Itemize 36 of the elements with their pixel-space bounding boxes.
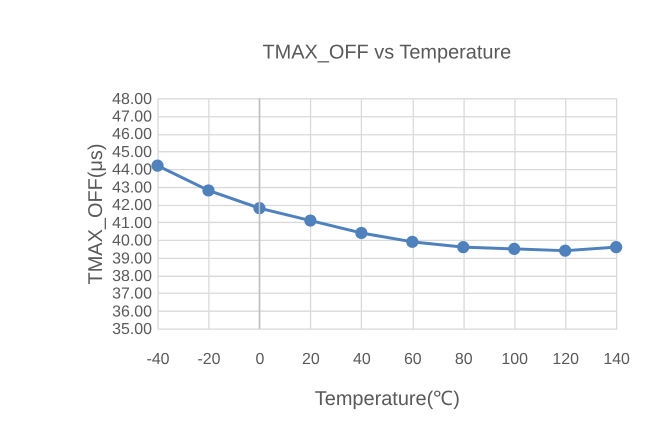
y-tick-label: 44.00 bbox=[112, 162, 152, 179]
y-tick-label: 41.00 bbox=[112, 214, 152, 232]
y-tick-label: 43.00 bbox=[112, 179, 152, 196]
y-tick-label: 45.00 bbox=[112, 144, 152, 161]
x-tick-label: 20 bbox=[302, 351, 320, 368]
x-tick-label: 120 bbox=[552, 351, 580, 368]
x-tick-label: 60 bbox=[404, 351, 422, 368]
x-axis-title: Temperature(℃) bbox=[314, 388, 460, 410]
x-tick-label: 0 bbox=[255, 351, 264, 368]
y-tick-label: 35.00 bbox=[112, 321, 152, 338]
point bbox=[457, 241, 470, 254]
point bbox=[355, 226, 368, 240]
point bbox=[559, 244, 572, 257]
y-tick-label: 42.00 bbox=[112, 197, 152, 214]
y-tick-label: 48.00 bbox=[112, 90, 152, 108]
y-tick-label: 47.00 bbox=[112, 108, 152, 126]
y-tick-label: 38.00 bbox=[112, 268, 152, 285]
y-axis-title: TMAX_OFF(μs) bbox=[85, 143, 108, 284]
point bbox=[304, 214, 316, 227]
point bbox=[406, 236, 418, 248]
y-tick-label: 36.00 bbox=[112, 303, 152, 320]
x-tick-label: 40 bbox=[352, 351, 371, 368]
x-tick-label: -40 bbox=[146, 351, 170, 368]
point bbox=[151, 160, 164, 172]
x-tick-label: 100 bbox=[501, 351, 528, 368]
y-tick-label: 39.00 bbox=[112, 250, 152, 268]
x-tick-label: 140 bbox=[603, 351, 630, 368]
y-tick-label: 46.00 bbox=[112, 126, 152, 144]
point bbox=[610, 241, 622, 254]
chart-title: TMAX_OFF vs Temperature bbox=[262, 41, 512, 64]
x-tick-label: -20 bbox=[197, 351, 221, 368]
y-tick-label: 37.00 bbox=[112, 286, 152, 303]
point bbox=[202, 184, 215, 197]
point bbox=[508, 242, 520, 256]
x-tick-label: 80 bbox=[454, 351, 473, 368]
y-tick-label: 40.00 bbox=[112, 232, 152, 250]
